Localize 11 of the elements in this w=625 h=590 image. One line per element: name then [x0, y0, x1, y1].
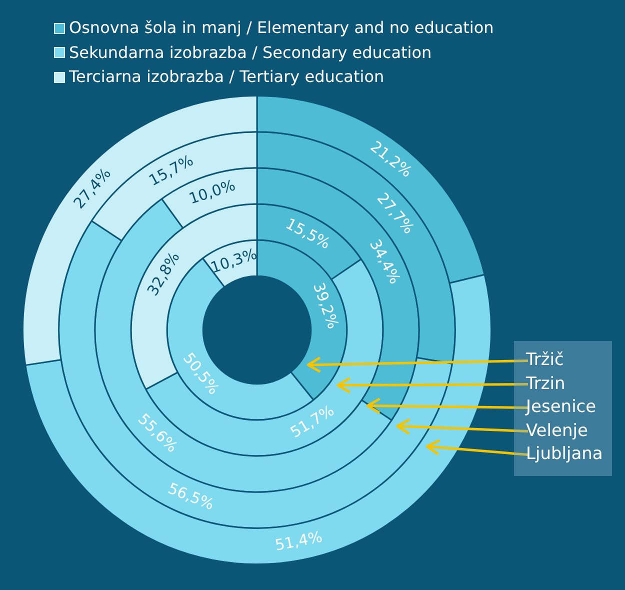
legend-label: Osnovna šola in manj / Elementary and no education: [69, 17, 494, 39]
data-label: 39,2%: [309, 280, 342, 332]
slice-label: Jesenice: [526, 396, 598, 419]
legend-label: Sekundarna izobrazba / Secondary education: [69, 42, 432, 64]
data-label: 10,3%: [208, 244, 260, 277]
data-label: 51,4%: [274, 528, 324, 554]
slice-label: Tržič: [526, 349, 565, 372]
slice-label: Velenje: [526, 420, 589, 442]
slice-label: Ljubljana: [526, 443, 604, 466]
slice-label: Trzin: [526, 372, 566, 396]
legend-label: Terciarna izobrazba / Tertiary education: [69, 66, 384, 88]
